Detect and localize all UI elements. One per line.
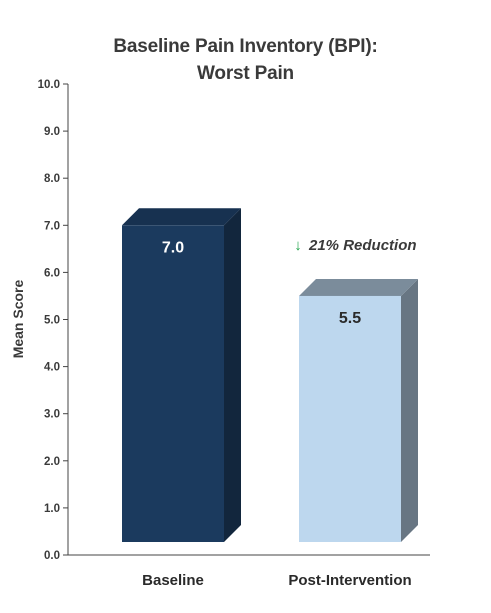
- bar: [122, 225, 224, 543]
- x-category-label: Baseline: [142, 572, 204, 589]
- y-tick-label: 3.0: [44, 409, 60, 421]
- y-tick-label: 9.0: [44, 126, 60, 138]
- y-tick-label: 2.0: [44, 456, 60, 468]
- bar-side: [401, 278, 418, 542]
- bar-side: [224, 208, 241, 543]
- y-tick-label: 7.0: [44, 220, 60, 232]
- y-tick-label: 5.0: [44, 315, 60, 327]
- bar-top: [299, 278, 418, 296]
- reduction-annotation: 21% Reduction: [308, 237, 417, 254]
- y-tick-label: 1.0: [44, 503, 60, 515]
- bar-data-label: 5.5: [339, 310, 361, 327]
- bar: [299, 295, 401, 542]
- x-category-label: Post-Intervention: [288, 572, 411, 589]
- y-tick-label: 8.0: [44, 173, 60, 185]
- y-tick-label: 0.0: [44, 550, 60, 562]
- y-tick-label: 6.0: [44, 267, 60, 279]
- down-arrow-icon: ↓: [294, 237, 302, 254]
- y-tick-label: 4.0: [44, 362, 60, 374]
- chart-title-line-1: Baseline Pain Inventory (BPI):: [113, 36, 378, 57]
- chart-title-line-2: Worst Pain: [197, 63, 294, 84]
- bar-top: [122, 208, 241, 226]
- bar-data-label: 7.0: [162, 239, 184, 256]
- y-tick-label: 10.0: [38, 79, 60, 91]
